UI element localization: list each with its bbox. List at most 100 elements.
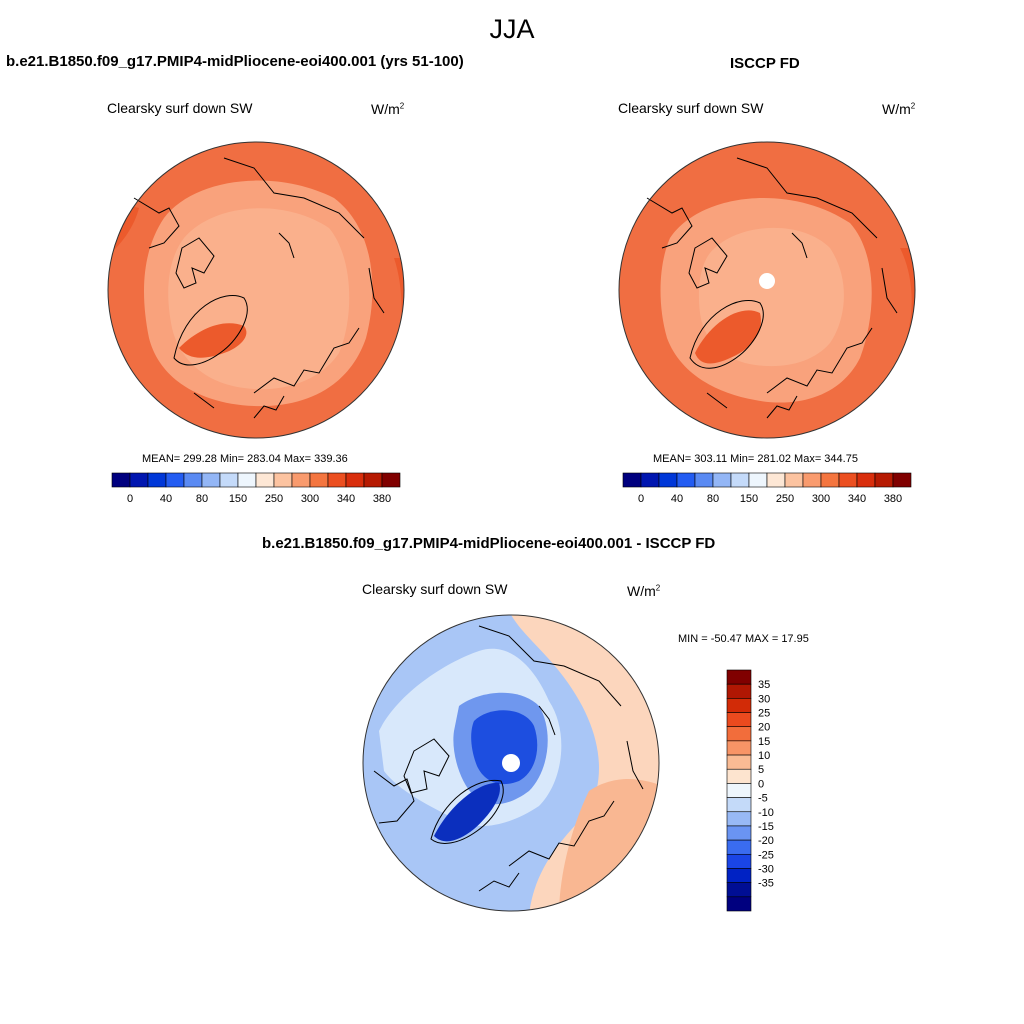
model-edge-max <box>108 198 404 358</box>
diff-polar-map <box>362 614 660 912</box>
model-coastlines <box>133 157 385 419</box>
diff-greenland-min <box>434 782 500 842</box>
model-colorbar-tick-label: 340 <box>337 493 355 505</box>
model-colorbar-box <box>255 472 275 488</box>
diff-panel-title: b.e21.B1850.f09_g17.PMIP4-midPliocene-eo… <box>262 535 716 552</box>
obs-units: W/m2 <box>882 101 916 117</box>
diff-colorbar-tick-label: 10 <box>758 750 770 762</box>
obs-colorbar-box <box>730 472 750 488</box>
diff-colorbar-box <box>726 896 752 912</box>
obs-colorbar-box <box>694 472 714 488</box>
model-greenland-max <box>179 323 247 358</box>
diff-colorbar-tick-label: 15 <box>758 736 770 748</box>
diff-pole-hole <box>502 754 520 772</box>
obs-greenland-max <box>695 310 761 364</box>
obs-coastlines <box>646 157 898 419</box>
diff-colorbar-box <box>726 783 752 798</box>
obs-stats: MEAN= 303.11 Min= 281.02 Max= 344.75 <box>653 453 858 465</box>
diff-colorbar-tick-label: -5 <box>758 793 768 805</box>
obs-colorbar-tick-label: 300 <box>812 493 830 505</box>
diff-colorbar-box <box>726 726 752 742</box>
model-inner-field <box>168 208 350 390</box>
diff-colorbar-box <box>726 825 752 841</box>
model-stats: MEAN= 299.28 Min= 283.04 Max= 339.36 <box>142 453 348 465</box>
obs-colorbar-tick-label: 40 <box>671 493 683 505</box>
obs-colorbar-tick-label: 380 <box>884 493 902 505</box>
model-polar-map <box>107 141 405 439</box>
diff-colorbar-box <box>726 740 752 756</box>
season-title: JJA <box>489 14 535 44</box>
obs-colorbar-box <box>640 472 660 488</box>
diff-colorbar-tick-label: 5 <box>758 764 764 776</box>
diff-colorbar-tick-label: -30 <box>758 863 774 875</box>
model-colorbar-tick-label: 150 <box>229 493 247 505</box>
obs-colorbar-box <box>820 472 840 488</box>
diff-colorbar-box <box>726 698 752 713</box>
diff-colorbar-tick-label: 0 <box>758 778 764 790</box>
diff-colorbar-tick-label: -15 <box>758 821 774 833</box>
obs-colorbar-box <box>676 472 696 488</box>
diff-dark-field <box>471 710 538 785</box>
diff-colorbar-tick-label: 25 <box>758 708 770 720</box>
diff-stats: MIN = -50.47 MAX = 17.95 <box>678 633 809 645</box>
obs-colorbar-box <box>802 472 822 488</box>
model-colorbar-box <box>291 472 311 488</box>
diff-colorbar-labels: 35 30 25 20 15 10 5 0 -5 -10 -15 -20 -25 -30 -35 <box>758 679 774 889</box>
obs-panel-title: ISCCP FD <box>730 55 800 72</box>
model-colorbar-tick-label: 380 <box>373 493 391 505</box>
diff-colorbar-box <box>726 754 752 770</box>
model-colorbar-box <box>165 472 185 488</box>
model-colorbar-tick-label: 0 <box>127 493 133 505</box>
obs-colorbar-tick-label: 80 <box>707 493 719 505</box>
obs-colorbar-tick-label: 340 <box>848 493 866 505</box>
model-colorbar-box <box>309 472 329 488</box>
model-colorbar-tick-label: 40 <box>160 493 172 505</box>
model-colorbar-box <box>273 472 293 488</box>
model-colorbar-box <box>381 472 401 488</box>
diff-colorbar-box <box>726 868 752 883</box>
diff-colorbar-box <box>726 712 752 728</box>
obs-colorbar-tick-label: 0 <box>638 493 644 505</box>
model-units: W/m2 <box>371 101 405 117</box>
model-field-label: Clearsky surf down SW <box>107 100 253 116</box>
diff-colorbar-box <box>726 811 752 827</box>
diff-colorbar-box <box>726 882 752 898</box>
model-colorbar-box <box>129 472 149 488</box>
diff-colorbar-box <box>726 797 752 813</box>
obs-colorbar-labels: 0 40 80 150 250 300 340 380 <box>638 493 902 505</box>
obs-colorbar-box <box>766 472 786 488</box>
model-colorbar-box <box>345 472 365 488</box>
diff-colorbar-tick-label: -35 <box>758 878 774 890</box>
obs-colorbar: 0 40 80 150 250 300 340 380 <box>622 472 912 505</box>
model-colorbar: 0 40 80 150 250 300 340 380 <box>111 472 401 505</box>
diff-colorbar-box <box>726 768 752 784</box>
diff-units: W/m2 <box>627 583 661 599</box>
diff-colorbar: 35 30 25 20 15 10 5 0 -5 -10 -15 -20 -25 -30 -35 <box>726 669 774 912</box>
model-colorbar-tick-label: 80 <box>196 493 208 505</box>
model-panel-title: b.e21.B1850.f09_g17.PMIP4-midPliocene-eo… <box>6 53 464 70</box>
diff-colorbar-box <box>726 839 752 855</box>
obs-colorbar-tick-label: 250 <box>776 493 794 505</box>
obs-colorbar-box <box>784 472 804 488</box>
model-colorbar-box <box>363 472 383 488</box>
obs-field-label: Clearsky surf down SW <box>618 100 764 116</box>
diff-colorbar-tick-label: 30 <box>758 693 770 705</box>
obs-colorbar-box <box>748 472 768 488</box>
obs-colorbar-box <box>658 472 678 488</box>
diff-colorbar-tick-label: 35 <box>758 679 770 691</box>
obs-colorbar-box <box>838 472 858 488</box>
model-colorbar-tick-label: 250 <box>265 493 283 505</box>
diff-coastlines <box>373 625 644 892</box>
obs-colorbar-box <box>856 472 876 488</box>
diff-colorbar-box <box>726 853 752 869</box>
diff-colorbar-tick-label: 20 <box>758 722 770 734</box>
model-colorbar-box <box>201 472 221 488</box>
model-colorbar-tick-label: 300 <box>301 493 319 505</box>
obs-colorbar-box <box>874 472 894 488</box>
obs-polar-map <box>618 141 916 439</box>
model-colorbar-box <box>111 472 131 488</box>
obs-colorbar-boxes <box>622 472 912 488</box>
obs-colorbar-box <box>622 472 642 488</box>
diff-colorbar-box <box>726 669 752 685</box>
model-colorbar-box <box>237 472 257 488</box>
